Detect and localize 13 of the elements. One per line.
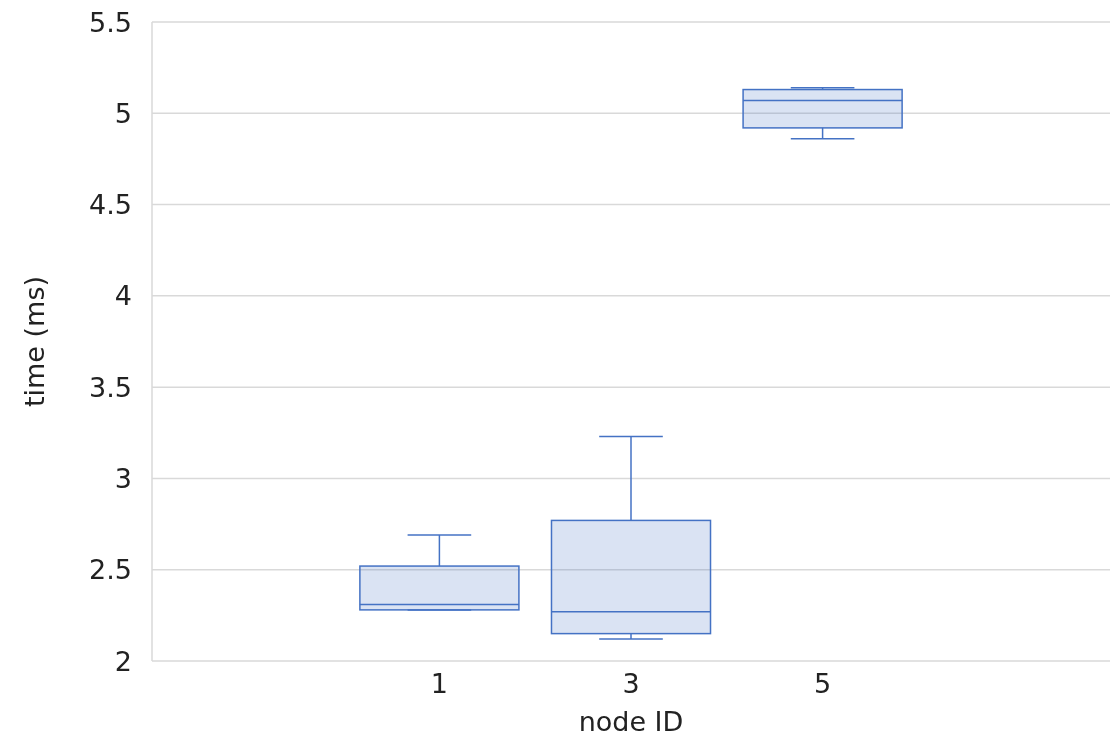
y-tick-label: 4 bbox=[114, 280, 132, 312]
x-tick-label: 1 bbox=[430, 668, 448, 699]
y-tick-label: 5 bbox=[114, 97, 132, 129]
y-tick-label: 4.5 bbox=[89, 189, 132, 221]
x-tick-label: 5 bbox=[814, 668, 832, 699]
y-tick-label: 2.5 bbox=[89, 554, 132, 586]
y-tick-label: 3.5 bbox=[89, 371, 132, 403]
x-axis-title: node ID bbox=[578, 706, 684, 737]
x-tick-label: 3 bbox=[622, 668, 640, 699]
y-tick-label: 2 bbox=[114, 645, 132, 677]
y-tick-label: 3 bbox=[114, 462, 132, 494]
y-axis-title: time (ms) bbox=[19, 275, 50, 408]
y-tick-label: 5.5 bbox=[89, 6, 132, 38]
